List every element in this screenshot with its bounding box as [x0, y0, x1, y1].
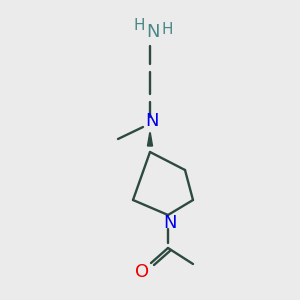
- Polygon shape: [148, 133, 152, 146]
- Text: H: H: [133, 19, 145, 34]
- Text: N: N: [163, 214, 177, 232]
- Text: O: O: [135, 263, 149, 281]
- Text: N: N: [145, 112, 159, 130]
- Text: H: H: [161, 22, 173, 38]
- Text: N: N: [146, 23, 160, 41]
